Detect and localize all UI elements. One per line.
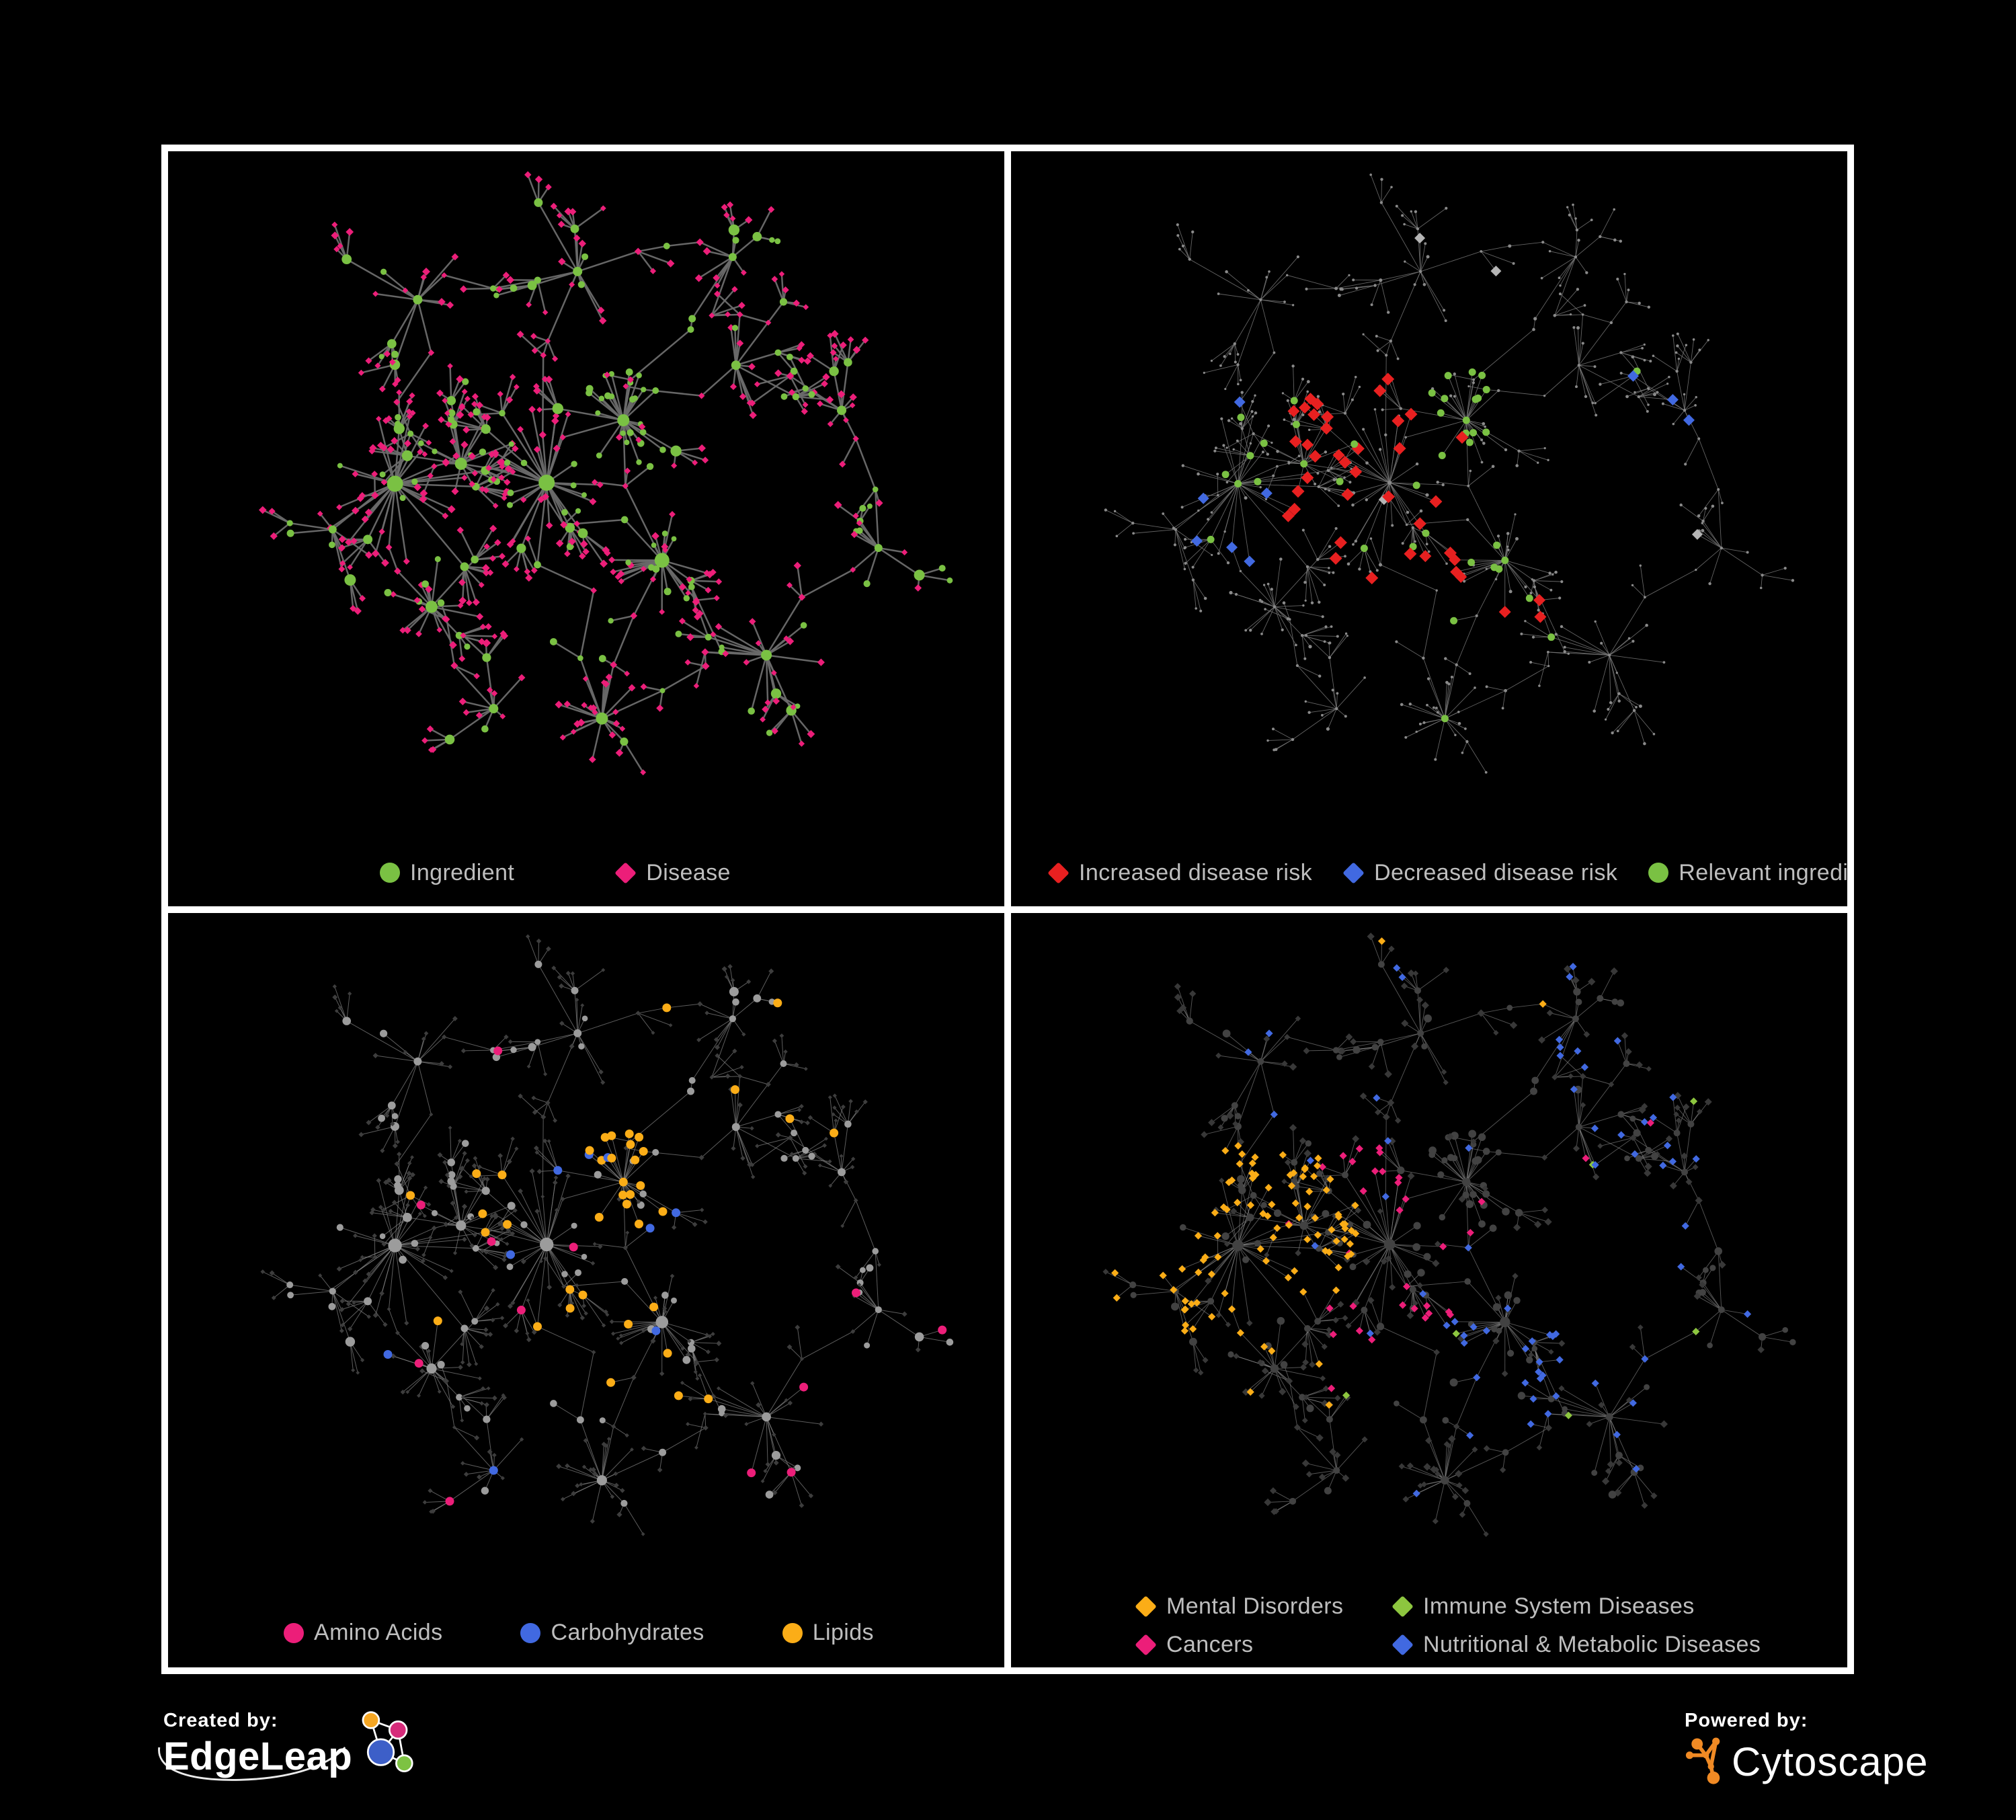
legend-item-lipids: Lipids: [782, 1620, 874, 1646]
legend-ingredient-disease: Ingredient Disease: [168, 860, 1004, 886]
circle-marker-icon: [520, 1622, 541, 1643]
diamond-marker-icon: [1135, 1595, 1157, 1618]
legend-disease-classes: Mental Disorders Cancers Immune System Dis…: [1011, 1593, 1847, 1658]
powered-by-label: Powered by:: [1685, 1710, 1808, 1731]
edgeleap-network-icon: [362, 1711, 413, 1772]
figure-grid: Ingredient Disease Increased disease risk…: [161, 145, 1854, 1674]
legend-label: Disease: [646, 859, 731, 885]
panel-ingredient-disease: Ingredient Disease: [168, 151, 1004, 906]
legend-label: Amino Acids: [314, 1620, 443, 1645]
legend-label: Immune System Diseases: [1423, 1593, 1695, 1619]
legend-item-mental-disorders: Mental Disorders: [1135, 1593, 1392, 1620]
diamond-marker-icon: [1047, 861, 1070, 884]
legend-label: Ingredient: [410, 859, 515, 885]
diamond-marker-icon: [1392, 1634, 1414, 1656]
legend-item-decreased-disease-risk: Decreased disease risk: [1342, 859, 1618, 886]
legend-label: Decreased disease risk: [1374, 859, 1618, 885]
legend-item-immune-system-diseases: Immune System Diseases: [1392, 1593, 1847, 1620]
legend-label: Relevant ingredient: [1679, 859, 1847, 885]
powered-by-block: Powered by: Cytoscape: [1685, 1710, 1928, 1787]
panel-disease-risk: Increased disease risk Decreased disease …: [1011, 151, 1847, 906]
diamond-marker-icon: [1342, 861, 1365, 884]
diamond-marker-icon: [614, 861, 637, 884]
legend-item-carbohydrates: Carbohydrates: [520, 1620, 704, 1646]
panel-ingredient-classes: Amino Acids Carbohydrates Lipids: [168, 912, 1004, 1667]
cytoscape-logo-text: Cytoscape: [1732, 1739, 1929, 1784]
network-graph-disease-classes: [1102, 932, 1796, 1537]
legend-item-amino-acids: Amino Acids: [284, 1620, 442, 1646]
legend-item-relevant-ingredient: Relevant ingredient: [1648, 860, 1847, 886]
created-by-block: Created by: EdgeLeap: [158, 1710, 415, 1781]
panel-disease-classes: Mental Disorders Cancers Immune System Dis…: [1011, 912, 1847, 1667]
legend-label: Increased disease risk: [1079, 859, 1313, 885]
network-graph-ingredient-classes: [260, 934, 954, 1536]
legend-item-increased-disease-risk: Increased disease risk: [1047, 859, 1313, 886]
legend-item-cancers: Cancers: [1135, 1632, 1392, 1658]
legend-label: Cancers: [1166, 1632, 1254, 1657]
legend-ingredient-classes: Amino Acids Carbohydrates Lipids: [168, 1620, 1004, 1646]
circle-marker-icon: [284, 1622, 304, 1643]
network-graph-disease-risk: [1104, 173, 1795, 774]
cytoscape-network-icon: [1685, 1737, 1720, 1784]
legend-disease-risk: Increased disease risk Decreased disease …: [1011, 860, 1847, 886]
circle-marker-icon: [782, 1622, 803, 1643]
legend-label: Mental Disorders: [1166, 1593, 1344, 1619]
created-by-label: Created by:: [163, 1710, 278, 1731]
circle-marker-icon: [1648, 863, 1669, 883]
network-graph-ingredient-disease: [258, 171, 953, 776]
legend-label: Carbohydrates: [551, 1620, 704, 1645]
edgeleap-logo-text: EdgeLeap: [163, 1734, 353, 1778]
circle-marker-icon: [380, 863, 400, 883]
diamond-marker-icon: [1135, 1634, 1157, 1656]
legend-label: Nutritional & Metabolic Diseases: [1423, 1632, 1761, 1657]
legend-label: Lipids: [812, 1620, 874, 1645]
legend-item-nutritional-metabolic-diseases: Nutritional & Metabolic Diseases: [1392, 1632, 1847, 1658]
legend-item-ingredient: Ingredient: [380, 860, 514, 886]
diamond-marker-icon: [1392, 1595, 1414, 1618]
legend-item-disease: Disease: [614, 859, 731, 886]
